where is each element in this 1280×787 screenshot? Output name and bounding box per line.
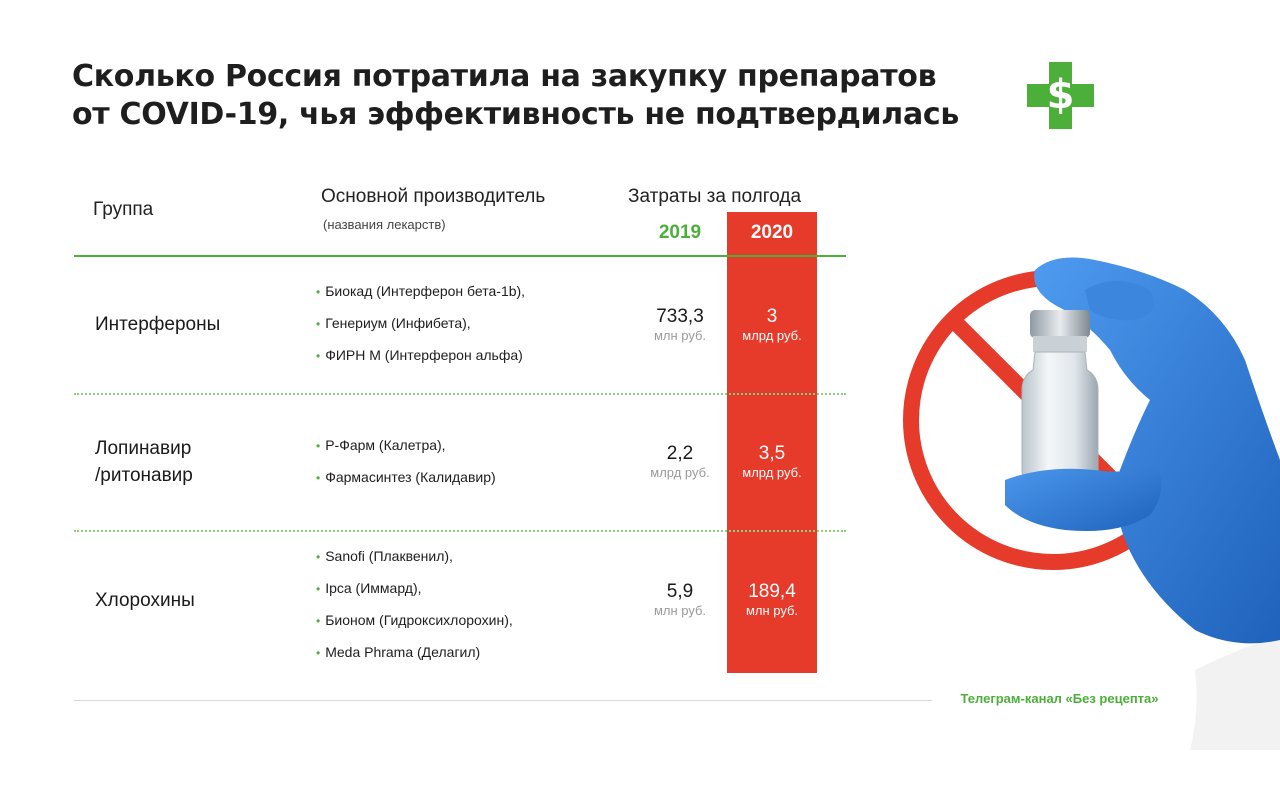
list-item: Генериум (Инфибета), [316, 314, 525, 346]
row-3-2020-cost: 189,4 млн руб. [727, 581, 817, 619]
cost-unit: млрд руб. [742, 328, 802, 343]
row-2-2019-cost: 2,2 млрд руб. [630, 443, 730, 481]
row-1-manufacturers: Биокад (Интерферон бета-1b), Генериум (И… [316, 282, 525, 378]
title-line-1: Сколько Россия потратила на закупку преп… [72, 59, 937, 94]
row-3-manufacturers: Sanofi (Плаквенил), Ipca (Иммард), Бионо… [316, 547, 513, 675]
cost-value: 733,3 [656, 306, 704, 327]
header-year-2019: 2019 [658, 222, 702, 243]
header-manufacturer-sub: (названия лекарств) [323, 217, 446, 232]
list-item: ФИРН М (Интерферон альфа) [316, 346, 525, 378]
row-1-group: Интерфероны [95, 314, 221, 335]
cost-value: 5,9 [666, 581, 694, 602]
cost-value: 189,4 [748, 581, 796, 602]
row-2-group: Лопинавир /ритонавир [95, 435, 193, 489]
group-line-1: Лопинавир [95, 438, 192, 459]
header-divider [74, 255, 846, 257]
cost-unit: млн руб. [653, 603, 707, 618]
cost-value: 2,2 [666, 443, 694, 464]
cost-unit: млн руб. [745, 603, 799, 618]
list-item: Биокад (Интерферон бета-1b), [316, 282, 525, 314]
list-item: Meda Phrama (Делагил) [316, 643, 513, 675]
header-costs: Затраты за полгода [628, 186, 802, 207]
cost-unit: млн руб. [653, 328, 707, 343]
row-1-2020-cost: 3 млрд руб. [727, 306, 817, 344]
list-item: Ipca (Иммард), [316, 579, 513, 611]
title-line-2: от COVID-19, чья эффективность не подтве… [72, 97, 960, 132]
footer-credit: Телеграм-канал «Без рецепта» [960, 691, 1159, 706]
cost-value: 3,5 [758, 443, 786, 464]
cost-value: 3 [766, 306, 778, 327]
pharmacy-cross-dollar-icon: $ [1027, 62, 1094, 129]
logo-symbol: $ [1047, 72, 1075, 118]
row-3-group: Хлорохины [95, 590, 195, 611]
group-line-2: /ритонавир [95, 465, 193, 486]
list-item: Фармасинтез (Калидавир) [316, 468, 495, 500]
list-item: Бионом (Гидроксихлорохин), [316, 611, 513, 643]
list-item: Sanofi (Плаквенил), [316, 547, 513, 579]
header-manufacturer: Основной производитель [321, 186, 546, 207]
year-2020-highlight-column [727, 212, 817, 673]
page-title: Сколько Россия потратила на закупку преп… [72, 58, 972, 134]
list-item: Р-Фарм (Калетра), [316, 436, 496, 468]
header-group: Группа [93, 199, 154, 220]
vial-in-gloved-hand-prohibited-icon [903, 257, 1280, 750]
footer-divider [74, 700, 932, 701]
row-divider [74, 530, 846, 532]
row-2-2020-cost: 3,5 млрд руб. [727, 443, 817, 481]
row-3-2019-cost: 5,9 млн руб. [630, 581, 730, 619]
row-1-2019-cost: 733,3 млн руб. [630, 306, 730, 344]
cost-unit: млрд руб. [650, 465, 710, 480]
row-divider [74, 393, 846, 395]
header-year-2020: 2020 [750, 222, 794, 243]
cost-unit: млрд руб. [742, 465, 802, 480]
row-2-manufacturers: Р-Фарм (Калетра), Фармасинтез (Калидавир… [316, 436, 496, 500]
